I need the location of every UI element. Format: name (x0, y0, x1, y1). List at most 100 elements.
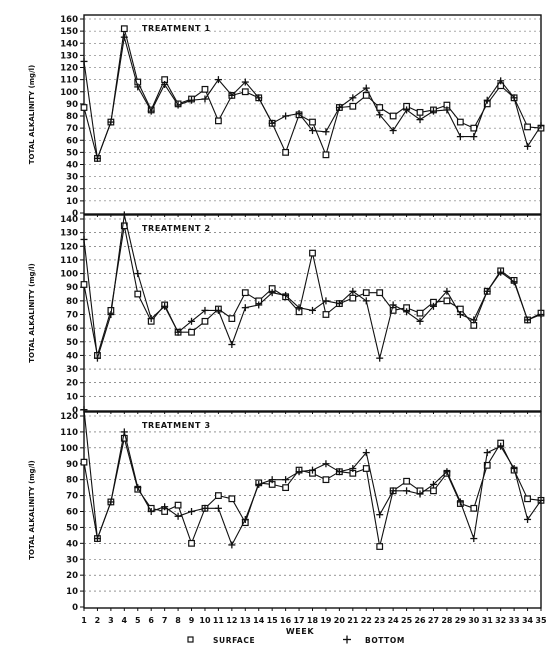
y-tick-label: 100 (60, 270, 78, 280)
data-point-bottom (147, 315, 155, 323)
data-point-bottom (470, 316, 478, 324)
y-tick-label: 40 (66, 351, 78, 361)
y-tick-label: 10 (66, 197, 78, 207)
x-tick-label: 21 (347, 616, 359, 625)
data-point-surface (416, 309, 424, 317)
data-point-bottom (214, 306, 222, 314)
x-tick-label: 1 (81, 616, 87, 625)
series-line (83, 214, 542, 359)
data-point-bottom (228, 91, 236, 99)
data-point-surface (80, 458, 88, 466)
y-tick-label: 130 (60, 51, 78, 61)
data-point-surface (215, 492, 222, 499)
data-point-bottom (228, 541, 236, 549)
y-tick-label: 30 (66, 173, 78, 183)
y-tick-label: 110 (60, 428, 78, 438)
data-point-bottom (282, 476, 290, 484)
data-point-bottom (429, 302, 437, 310)
y-tick-label: 0 (72, 406, 78, 416)
data-point-bottom (497, 268, 505, 276)
data-point-surface (134, 290, 142, 298)
data-point-bottom (241, 78, 249, 86)
data-point-bottom (228, 341, 236, 349)
x-tick-label: 5 (135, 616, 141, 625)
data-point-surface (376, 543, 384, 550)
data-point-bottom (107, 118, 115, 126)
data-point-bottom (389, 301, 397, 309)
data-point-bottom (349, 94, 357, 102)
data-point-bottom (214, 504, 222, 512)
panel-title: TREATMENT 2 (142, 224, 211, 233)
data-point-bottom (255, 301, 263, 309)
x-tick-label: 11 (213, 616, 225, 625)
data-point-bottom (241, 304, 249, 312)
y-tick-label: 140 (60, 215, 78, 225)
x-tick-label: 9 (189, 616, 195, 625)
data-point-bottom (80, 406, 88, 414)
chart-panel-2: 0 10 20 30 40 50 60 70 80 90 100 110 120 130 140 TOTAL … (28, 211, 545, 416)
data-point-bottom (403, 487, 411, 495)
data-point-bottom (322, 128, 330, 136)
data-point-surface (349, 102, 357, 110)
data-point-bottom (214, 76, 222, 84)
data-point-bottom (483, 96, 491, 104)
x-tick-label: 18 (307, 616, 319, 625)
y-tick-label: 10 (66, 392, 78, 402)
data-point-bottom (429, 107, 437, 115)
y-tick-label: 50 (66, 338, 78, 348)
y-tick-label: 20 (66, 571, 78, 581)
data-point-surface (215, 117, 222, 125)
data-point-bottom (349, 465, 357, 473)
x-tick-label: 4 (122, 616, 128, 625)
data-point-bottom (376, 111, 384, 119)
y-tick-label: 30 (66, 555, 78, 565)
data-point-bottom (295, 468, 303, 476)
y-tick-label: 0 (72, 603, 78, 613)
data-point-bottom (188, 317, 196, 325)
data-point-surface (483, 461, 491, 469)
data-point-bottom (188, 96, 196, 104)
data-point-surface (456, 118, 464, 126)
data-point-bottom (429, 480, 437, 488)
x-tick-label: 25 (401, 616, 413, 625)
y-tick-label: 50 (66, 523, 78, 533)
data-point-surface (524, 123, 531, 131)
x-tick-label: 15 (267, 616, 279, 625)
data-point-bottom (201, 306, 209, 314)
data-point-bottom (362, 449, 370, 457)
y-tick-label: 130 (60, 229, 78, 239)
data-point-bottom (309, 306, 316, 314)
data-point-bottom (416, 490, 424, 498)
data-point-bottom (309, 466, 316, 474)
data-point-bottom (483, 287, 491, 295)
data-point-surface (241, 88, 249, 96)
series-line (83, 28, 542, 159)
x-tick-label: 23 (374, 616, 385, 625)
series-bottom (80, 211, 545, 362)
x-tick-label: 13 (240, 616, 251, 625)
y-tick-label: 10 (66, 587, 78, 597)
data-point-bottom (268, 476, 276, 484)
data-point-bottom (403, 308, 411, 316)
y-tick-label: 90 (66, 283, 78, 293)
x-tick-label: 32 (495, 616, 506, 625)
data-point-bottom (537, 496, 545, 504)
data-point-bottom (510, 465, 518, 473)
data-point-bottom (255, 94, 263, 102)
data-point-bottom (524, 515, 532, 523)
data-point-surface (228, 315, 236, 322)
data-point-surface (282, 148, 290, 156)
x-tick-label: 6 (148, 616, 154, 625)
data-point-bottom (80, 57, 88, 65)
data-point-bottom (524, 142, 532, 150)
panel-title: TREATMENT 3 (142, 421, 211, 430)
x-axis-label: WEEK (286, 627, 315, 636)
y-tick-label: 70 (66, 124, 78, 134)
data-point-bottom (93, 535, 101, 543)
data-point-surface (376, 289, 384, 297)
data-point-bottom (510, 278, 518, 286)
data-point-surface (349, 294, 357, 302)
x-tick-label: 27 (428, 616, 439, 625)
y-tick-label: 50 (66, 148, 78, 158)
data-point-surface (389, 112, 397, 120)
